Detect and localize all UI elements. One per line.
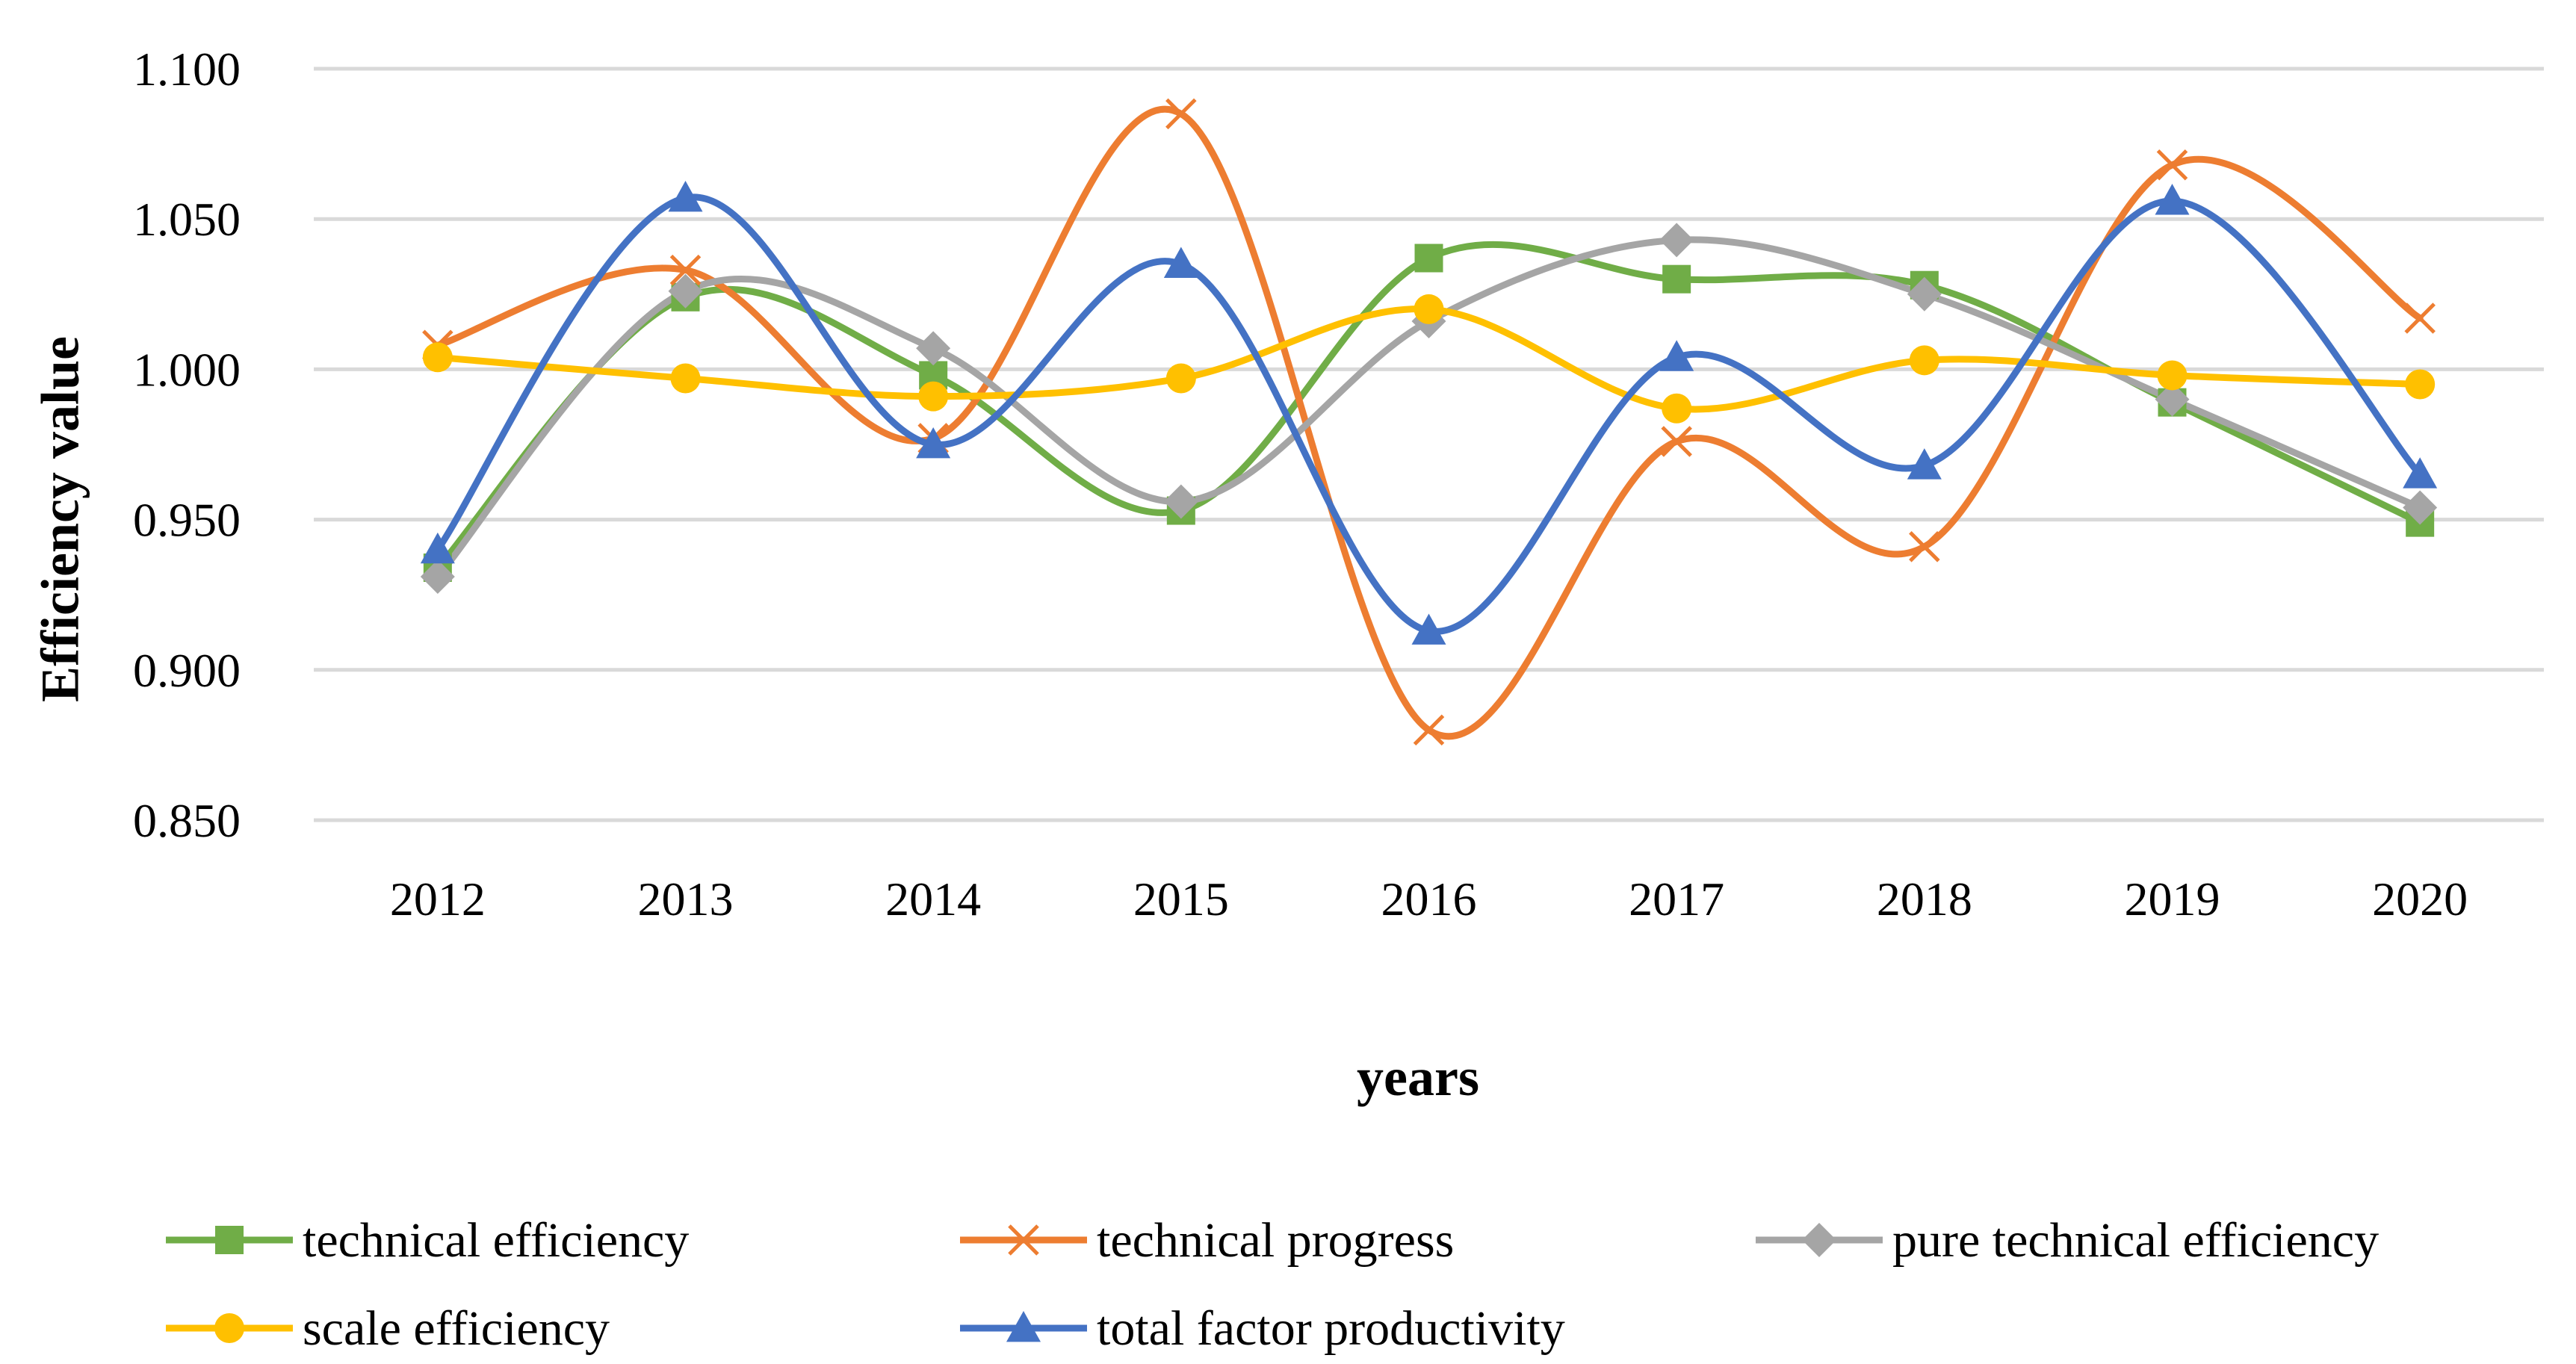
- legend-swatch-marker: [214, 1313, 244, 1343]
- x-tick-label: 2018: [1877, 872, 1972, 926]
- legend-label: technical progress: [1097, 1213, 1454, 1268]
- data-point-scale-efficiency: [1414, 294, 1444, 324]
- data-point-scale-efficiency: [670, 363, 701, 394]
- legend-label: total factor productivity: [1097, 1301, 1565, 1356]
- y-tick-label: 0.850: [133, 794, 241, 847]
- data-point-technical-progress: [1413, 714, 1445, 746]
- data-point-scale-efficiency: [2405, 369, 2436, 400]
- x-tick-label: 2013: [638, 872, 734, 926]
- gridlines: [314, 66, 2544, 822]
- data-point-pure-technical-efficiency: [420, 559, 455, 595]
- y-axis-title: Efficiency value: [31, 336, 90, 702]
- data-point-scale-efficiency: [422, 342, 453, 373]
- legend-item-technical-efficiency: technical efficiency: [166, 1213, 689, 1268]
- data-point-pure-technical-efficiency: [2155, 382, 2190, 417]
- y-tick-label: 0.900: [133, 644, 241, 697]
- data-point-pure-technical-efficiency: [1659, 223, 1694, 258]
- data-point-scale-efficiency: [1909, 345, 1939, 376]
- x-tick-label: 2015: [1133, 872, 1229, 926]
- y-tick-label: 0.950: [133, 494, 241, 547]
- data-point-scale-efficiency: [918, 381, 949, 412]
- data-point-total-factor-productivity: [420, 532, 455, 564]
- legend-swatch-marker: [1006, 1311, 1041, 1342]
- x-tick-label: 2020: [2372, 872, 2468, 926]
- data-point-total-factor-productivity: [1411, 613, 1446, 645]
- data-point-technical-progress: [2156, 149, 2188, 181]
- legend-swatch-marker: [215, 1226, 244, 1254]
- series-lines: [434, 105, 2424, 740]
- legend-item-total-factor-productivity: total factor productivity: [960, 1301, 1565, 1356]
- data-point-total-factor-productivity: [916, 427, 951, 459]
- series-line-total-factor-productivity: [434, 193, 2424, 635]
- series-line-technical-efficiency: [434, 241, 2424, 571]
- legend-swatch-marker: [1802, 1223, 1836, 1257]
- data-point-pure-technical-efficiency: [1163, 484, 1198, 519]
- data-point-pure-technical-efficiency: [916, 331, 951, 366]
- y-tick-label: 1.100: [133, 43, 241, 96]
- data-point-scale-efficiency: [2157, 360, 2188, 391]
- data-point-total-factor-productivity: [2155, 184, 2190, 215]
- data-point-scale-efficiency: [1662, 393, 1692, 424]
- data-point-scale-efficiency: [1165, 363, 1196, 394]
- y-axis-ticks: 0.850 0.900 0.950 1.000 1.050 1.100: [133, 43, 241, 847]
- data-point-technical-progress: [2404, 303, 2436, 334]
- legend: technical efficiency technical progress pu…: [166, 1213, 2379, 1356]
- x-axis-title: years: [1357, 1047, 1479, 1107]
- data-point-pure-technical-efficiency: [668, 273, 703, 309]
- data-point-total-factor-productivity: [668, 181, 703, 212]
- data-point-total-factor-productivity: [1907, 448, 1942, 480]
- legend-label: scale efficiency: [303, 1301, 610, 1356]
- x-tick-label: 2014: [885, 872, 981, 926]
- legend-item-pure-technical-efficiency: pure technical efficiency: [1756, 1213, 2379, 1268]
- data-point-total-factor-productivity: [1163, 247, 1198, 278]
- data-point-total-factor-productivity: [1659, 340, 1694, 371]
- legend-label: pure technical efficiency: [1892, 1213, 2379, 1268]
- data-point-technical-efficiency: [1662, 264, 1691, 294]
- data-point-pure-technical-efficiency: [2403, 490, 2438, 525]
- data-point-technical-progress: [1165, 98, 1197, 130]
- series-markers: [420, 98, 2438, 746]
- y-tick-label: 1.000: [133, 343, 241, 396]
- x-axis-ticks: 2012 2013 2014 2015 2016 2017 2018 2019 2020: [390, 872, 2468, 926]
- data-point-pure-technical-efficiency: [1907, 276, 1942, 311]
- data-point-technical-efficiency: [1414, 244, 1443, 273]
- x-tick-label: 2017: [1629, 872, 1724, 926]
- legend-swatch-marker: [1008, 1224, 1039, 1256]
- legend-item-scale-efficiency: scale efficiency: [166, 1301, 610, 1356]
- y-tick-label: 1.050: [133, 193, 241, 246]
- data-point-total-factor-productivity: [2403, 457, 2438, 489]
- legend-label: technical efficiency: [303, 1213, 689, 1268]
- x-tick-label: 2019: [2125, 872, 2220, 926]
- data-point-technical-progress: [1909, 531, 1940, 562]
- data-point-technical-progress: [1661, 426, 1692, 457]
- series-line-pure-technical-efficiency: [434, 236, 2424, 580]
- x-tick-label: 2012: [390, 872, 486, 926]
- legend-item-technical-progress: technical progress: [960, 1213, 1454, 1268]
- data-point-technical-progress: [669, 254, 702, 286]
- x-tick-label: 2016: [1381, 872, 1477, 926]
